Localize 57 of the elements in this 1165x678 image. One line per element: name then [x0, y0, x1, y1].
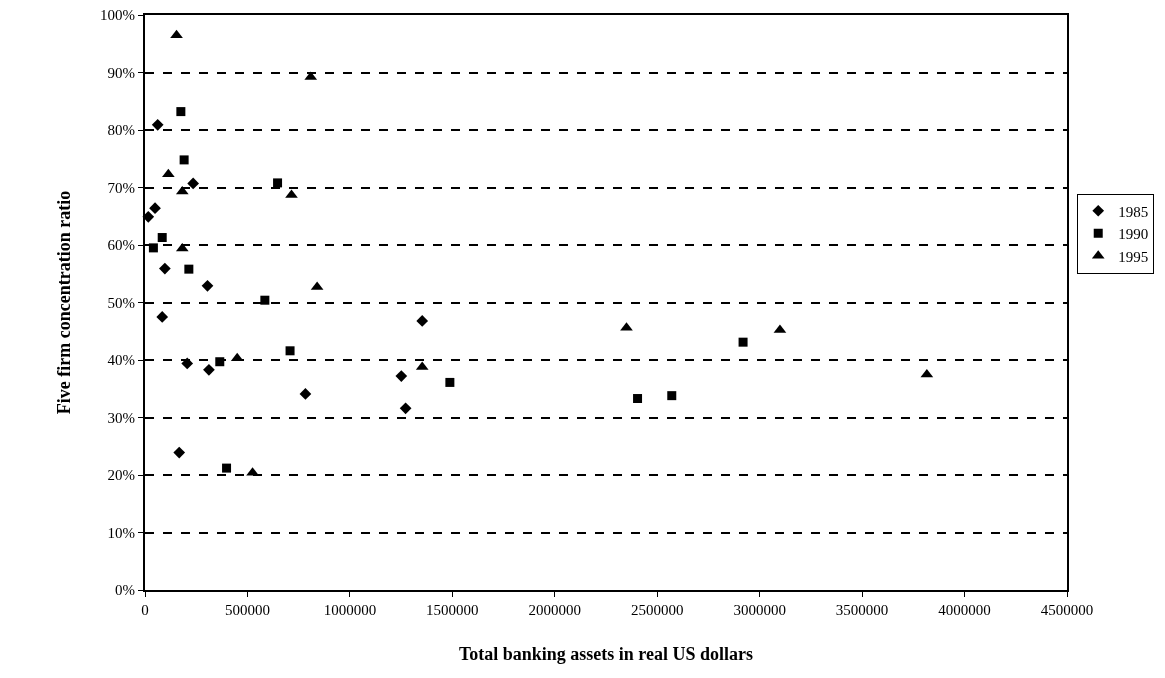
point — [215, 357, 225, 367]
point — [222, 463, 232, 473]
y-tick-label: 100% — [100, 7, 135, 24]
point — [162, 168, 175, 178]
x-axis-title: Total banking assets in real US dollars — [458, 643, 754, 664]
y-tick-label: 30% — [107, 409, 135, 426]
point — [633, 394, 643, 404]
legend-label: 1990 — [1118, 226, 1149, 243]
point — [285, 346, 295, 356]
point — [667, 391, 677, 401]
point — [445, 377, 455, 387]
point — [156, 311, 169, 323]
x-tick-label: 3500000 — [835, 602, 889, 618]
y-tick-label: 70% — [107, 179, 135, 196]
point — [203, 363, 215, 376]
x-tick-label: 4000000 — [938, 602, 991, 618]
point — [230, 352, 244, 362]
y-tick-label: 0% — [115, 582, 135, 599]
x-tick-label: 3000000 — [733, 602, 786, 618]
point — [395, 370, 408, 382]
point — [201, 279, 214, 292]
legend-label: 1995 — [1118, 248, 1149, 265]
point — [179, 155, 189, 165]
point — [159, 262, 171, 275]
point — [399, 402, 412, 415]
y-tick-label: 90% — [107, 64, 135, 81]
x-tick-label: 2500000 — [630, 602, 684, 618]
y-tick-label: 40% — [107, 352, 135, 369]
point — [181, 357, 194, 370]
point — [176, 107, 186, 117]
x-tick-label: 2000000 — [528, 602, 582, 618]
y-tick-label: 10% — [107, 524, 135, 541]
legend-label: 1985 — [1118, 203, 1149, 220]
point — [273, 178, 283, 188]
y-tick-label: 50% — [107, 294, 135, 311]
point — [299, 388, 312, 400]
x-tick-label: 1500000 — [426, 602, 479, 618]
point — [149, 202, 161, 215]
point — [738, 337, 748, 347]
y-tick-label: 60% — [107, 237, 135, 254]
y-tick-label: 20% — [107, 467, 135, 484]
x-tick-label: 1000000 — [323, 602, 377, 618]
y-tick-label: 80% — [107, 122, 135, 139]
point — [151, 118, 164, 131]
point — [920, 368, 934, 378]
y-axis-title: Five firm concentration ratio — [53, 190, 74, 415]
point — [157, 233, 167, 243]
point — [173, 446, 186, 459]
x-tick-label: 4500000 — [1040, 602, 1094, 618]
point — [416, 315, 429, 327]
point — [184, 264, 194, 274]
point — [260, 295, 270, 305]
x-tick-label: 0 — [141, 602, 149, 618]
x-tick-label: 500000 — [224, 602, 270, 618]
point — [175, 242, 189, 252]
point — [187, 177, 199, 190]
point — [148, 243, 158, 253]
